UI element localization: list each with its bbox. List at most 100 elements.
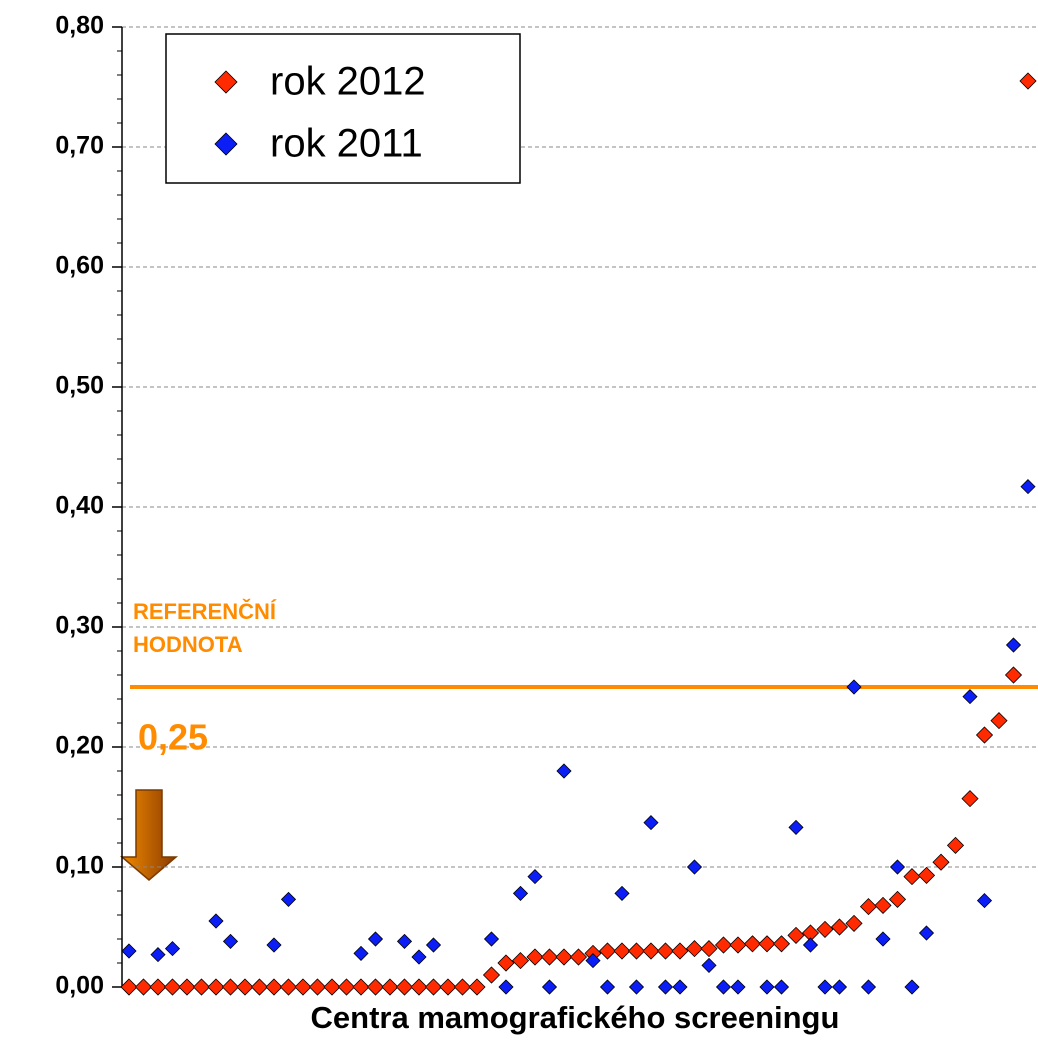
point (424, 978, 443, 996)
point (729, 936, 747, 954)
point (643, 815, 659, 831)
point (453, 978, 472, 996)
point (875, 931, 891, 947)
point (150, 947, 166, 963)
point (772, 935, 791, 953)
legend-label: rok 2012 (270, 60, 426, 104)
point (990, 712, 1008, 730)
point (208, 913, 224, 929)
point (222, 933, 239, 949)
point (917, 866, 936, 884)
point (439, 978, 457, 996)
point (903, 868, 921, 886)
point (685, 940, 704, 958)
point (468, 978, 486, 996)
point (482, 966, 501, 984)
legend-marker (214, 132, 238, 156)
point (1005, 637, 1022, 653)
y-tick-label: 0,20 (55, 732, 104, 760)
point (527, 869, 543, 885)
point (672, 979, 688, 995)
legend-box (165, 33, 521, 184)
point (976, 893, 993, 909)
point (265, 978, 283, 996)
point (540, 948, 559, 966)
point (411, 949, 427, 965)
point (628, 979, 645, 995)
point (250, 978, 269, 996)
legend-label: rok 2011 (270, 122, 423, 166)
y-tick-label: 0,60 (55, 252, 104, 280)
point (512, 885, 529, 901)
point (381, 978, 399, 996)
point (830, 918, 849, 936)
legend-marker (214, 70, 238, 94)
point (585, 953, 601, 969)
point (904, 979, 920, 995)
point (569, 948, 588, 966)
point (498, 979, 514, 995)
point (701, 957, 717, 973)
y-tick-label: 0,10 (55, 852, 104, 880)
point (816, 920, 834, 938)
point (410, 978, 428, 996)
point (337, 978, 356, 996)
point (773, 979, 790, 995)
point (817, 979, 833, 995)
annotation: HODNOTA (133, 632, 243, 657)
point (221, 978, 240, 996)
y-tick-label: 0,00 (55, 972, 104, 1000)
point (511, 952, 530, 970)
point (121, 943, 137, 959)
point (367, 931, 384, 947)
point (627, 942, 646, 960)
y-tick-label: 0,30 (55, 612, 104, 640)
point (657, 979, 674, 995)
point (715, 979, 732, 995)
point (714, 936, 733, 954)
point (266, 937, 282, 953)
annotation: REFERENČNÍ (133, 599, 277, 624)
point (556, 763, 572, 779)
point (932, 853, 950, 871)
point (962, 689, 978, 705)
y-tick-label: 0,50 (55, 372, 104, 400)
point (178, 978, 196, 996)
point (831, 979, 848, 995)
point (656, 942, 675, 960)
point (207, 978, 225, 996)
point (555, 948, 573, 966)
point (889, 859, 906, 875)
point (802, 937, 819, 953)
point (120, 978, 138, 996)
y-tick-label: 0,40 (55, 492, 104, 520)
point (759, 979, 775, 995)
point (671, 942, 689, 960)
point (1019, 72, 1037, 90)
point (642, 942, 660, 960)
y-tick-label: 0,80 (55, 12, 104, 40)
point (323, 978, 341, 996)
point (686, 859, 703, 875)
point (366, 978, 385, 996)
point (758, 935, 776, 953)
point (730, 979, 746, 995)
reference-label: 0,25 (138, 717, 208, 758)
point (396, 933, 413, 949)
y-tick-label: 0,70 (55, 132, 104, 160)
point (497, 954, 515, 972)
point (526, 948, 544, 966)
point (149, 978, 167, 996)
point (846, 679, 862, 695)
point (598, 942, 617, 960)
point (279, 978, 298, 996)
point (888, 890, 907, 908)
point (1020, 479, 1036, 495)
point (294, 978, 312, 996)
point (845, 914, 863, 932)
point (787, 926, 805, 944)
point (236, 978, 254, 996)
point (395, 978, 414, 996)
point (483, 931, 500, 947)
arrow-icon (119, 789, 179, 881)
